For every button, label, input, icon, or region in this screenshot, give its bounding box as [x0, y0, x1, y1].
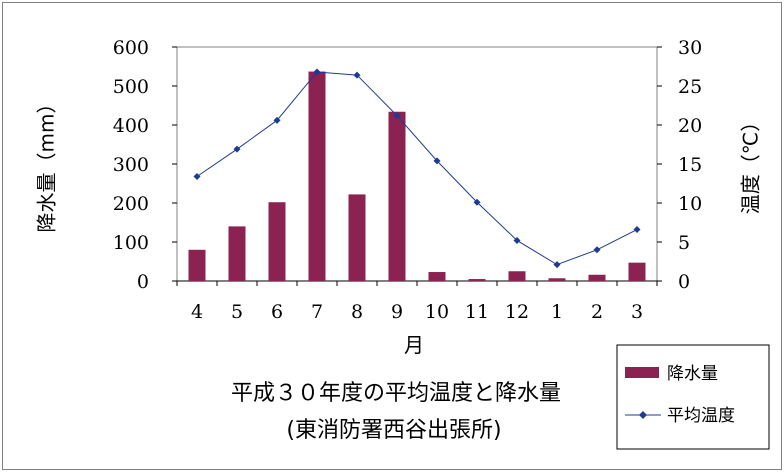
temperature-point-7	[313, 68, 321, 76]
line-series	[193, 68, 641, 269]
x-tick-label-4: 4	[191, 301, 203, 323]
x-axis-title: 月	[404, 333, 424, 357]
bar-2	[588, 274, 606, 281]
x-tick-label-1: 1	[551, 301, 563, 323]
temperature-point-4	[193, 172, 201, 180]
bar-1	[548, 278, 566, 281]
x-tick-label-11: 11	[465, 301, 489, 323]
bar-4	[188, 249, 206, 281]
left-axis-ticks: 0 100 200 300 400 500 600	[113, 37, 177, 293]
temperature-point-10	[433, 157, 441, 165]
plot-area-border	[176, 46, 658, 282]
x-tick-label-3: 3	[631, 301, 643, 323]
chart-title: 平成３０年度の平均温度と降水量	[231, 381, 561, 406]
legend-bar-label: 降水量	[667, 364, 718, 384]
left-tick-label: 0	[137, 271, 149, 293]
right-tick-label: 10	[678, 193, 702, 215]
bar-5	[228, 226, 246, 281]
x-tick-label-2: 2	[591, 301, 603, 323]
temperature-point-6	[273, 116, 281, 124]
x-tick-label-8: 8	[351, 301, 363, 323]
right-tick-label: 30	[678, 37, 702, 59]
right-tick-label: 25	[678, 76, 702, 98]
left-tick-label: 500	[113, 76, 149, 98]
temperature-line	[196, 71, 638, 266]
x-tick-label-6: 6	[271, 301, 283, 323]
x-axis-ticks: 4 5 6 7 8 9 10 11 12 1 2 3	[176, 281, 658, 323]
left-tick-label: 400	[113, 115, 149, 137]
chart-subtitle: (東消防署西谷出張所)	[286, 418, 501, 443]
bar-8	[348, 194, 366, 281]
bar-6	[268, 202, 286, 281]
temperature-point-8	[353, 71, 361, 79]
temperature-point-11	[473, 198, 481, 206]
left-tick-label: 300	[113, 154, 149, 176]
temperature-point-1	[553, 261, 561, 269]
y-axis-left-title: 降水量（mm）	[35, 94, 59, 233]
temperature-point-12	[513, 236, 521, 244]
y-axis-right-title: 温度（℃）	[739, 112, 763, 214]
left-tick-label: 100	[113, 232, 149, 254]
bar-series	[188, 71, 646, 282]
right-tick-label: 15	[678, 154, 702, 176]
legend-line-marker	[639, 411, 647, 419]
right-axis-ticks: 0 5 10 15 20 25 30	[657, 37, 702, 293]
temperature-point-9	[393, 112, 401, 120]
bar-3	[628, 262, 646, 281]
bar-7	[308, 71, 326, 281]
bar-12	[508, 271, 526, 281]
x-tick-label-5: 5	[231, 301, 243, 323]
left-tick-label: 200	[113, 193, 149, 215]
bar-11	[468, 279, 486, 281]
bar-9	[388, 111, 406, 282]
legend-box	[616, 344, 770, 450]
right-tick-label: 20	[678, 115, 702, 137]
temperature-point-5	[233, 145, 241, 153]
x-tick-label-9: 9	[391, 301, 403, 323]
x-tick-label-10: 10	[425, 301, 449, 323]
x-tick-label-12: 12	[505, 301, 529, 323]
legend: 降水量 平均温度	[616, 344, 770, 450]
right-tick-label: 0	[678, 271, 690, 293]
x-tick-label-7: 7	[311, 301, 323, 323]
right-tick-label: 5	[678, 232, 690, 254]
bar-10	[428, 272, 446, 281]
temperature-point-3	[633, 226, 641, 234]
legend-bar-swatch	[625, 367, 659, 378]
legend-line-label: 平均温度	[667, 406, 735, 426]
plot-area	[176, 46, 658, 282]
temperature-point-2	[593, 246, 601, 254]
left-tick-label: 600	[113, 37, 149, 59]
